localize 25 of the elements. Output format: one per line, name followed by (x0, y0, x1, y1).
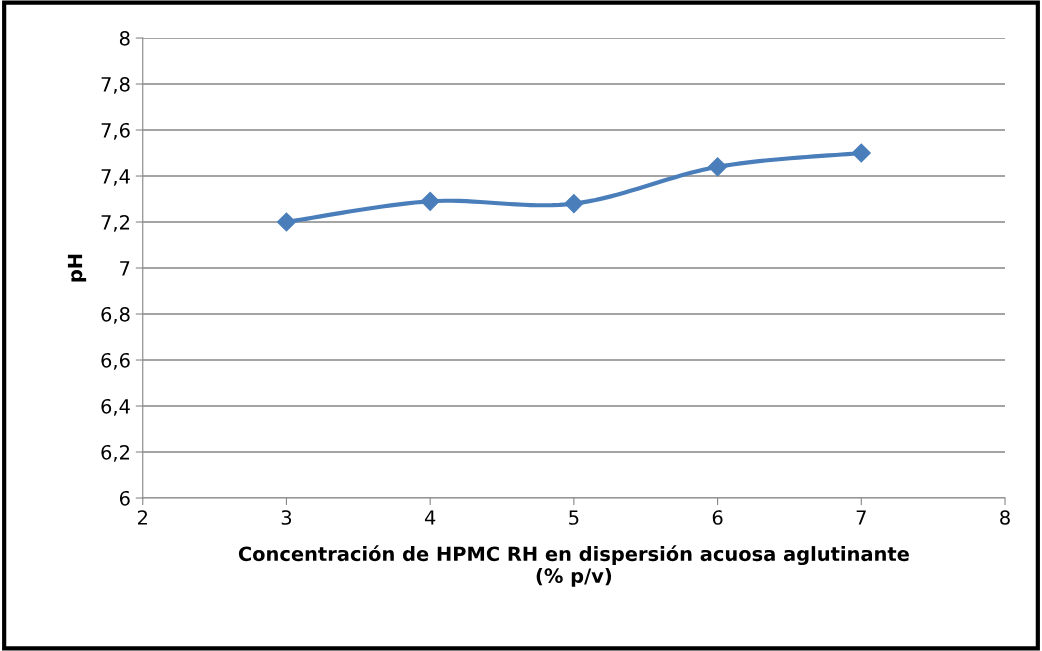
y-tick-label: 6,2 (101, 444, 129, 462)
y-tick-label: 6,6 (101, 352, 130, 370)
y-axis-title: pH (67, 254, 87, 282)
y-tick-label: 8 (119, 30, 130, 46)
y-tick-label: 6,4 (101, 398, 130, 416)
x-tick-label: 6 (712, 510, 723, 525)
x-tick-label: 5 (569, 510, 579, 525)
y-tick-label: 7,8 (101, 76, 130, 94)
point (564, 194, 584, 214)
point (276, 212, 296, 232)
point (708, 157, 728, 177)
y-tick-label: 7 (120, 261, 130, 276)
point (851, 143, 871, 163)
point (420, 191, 440, 211)
x-tick-label: 7 (856, 510, 866, 525)
x-tick-label: 2 (137, 510, 147, 525)
y-tick-label: 6,8 (101, 306, 130, 324)
x-tick-label: 3 (281, 510, 292, 525)
y-tick-label: 7,2 (101, 214, 129, 232)
x-tick-label: 4 (424, 510, 436, 525)
x-tick-label: 8 (1000, 510, 1010, 525)
y-tick-label: 7,4 (101, 169, 130, 186)
y-tick-label: 6 (119, 490, 130, 506)
y-tick-label: 7,6 (101, 122, 130, 140)
x-axis-title: Concentración de HPMC RH en dispersión acuosa aglutinante (% p/v) (238, 545, 909, 587)
